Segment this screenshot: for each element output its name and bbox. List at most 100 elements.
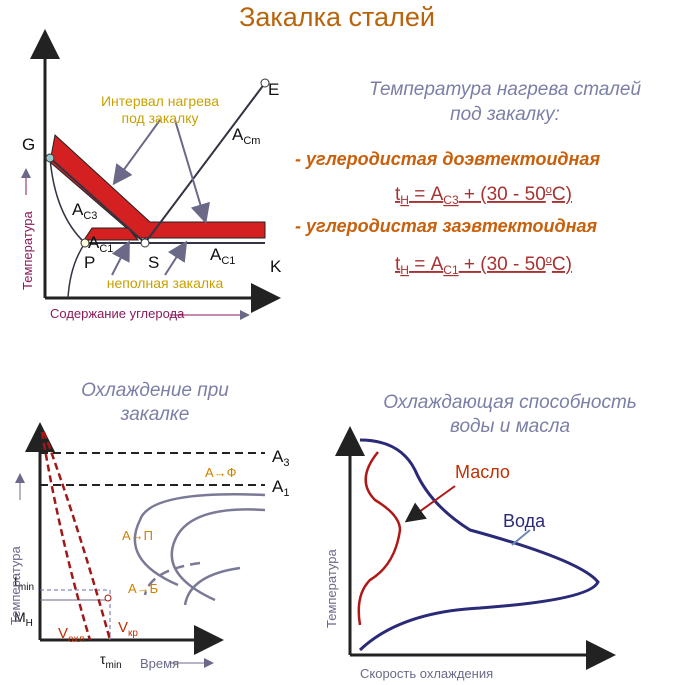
cooling-diagram: [15, 422, 266, 668]
c-curve: [133, 493, 266, 587]
a3-sub: 3: [283, 457, 289, 469]
transform-label: А→Б: [128, 581, 158, 596]
y-axis-label: Температура: [8, 545, 23, 625]
t-min: t: [14, 573, 18, 589]
tau-min-sub: min: [106, 660, 122, 671]
f: Н: [400, 193, 409, 207]
x-axis-label: Время: [140, 656, 179, 671]
f: о: [546, 184, 552, 196]
heading: Охлаждающая способность: [383, 392, 637, 413]
v-kr-curve: [42, 431, 112, 641]
arrow: [404, 485, 456, 523]
ac1: AC1: [210, 245, 235, 267]
arrow: [511, 529, 531, 546]
f: = A: [409, 184, 444, 205]
media-diagram: [335, 426, 616, 670]
point: [104, 594, 112, 602]
v-ohl-curve: [40, 431, 92, 641]
heading: закалке: [120, 404, 190, 425]
water-curve: [358, 438, 600, 652]
m-n: МН: [14, 609, 33, 629]
t-min-sub: min: [18, 582, 34, 593]
ac3-sub: C3: [83, 210, 97, 222]
gp-curve: [49, 157, 86, 244]
f: t: [395, 184, 401, 205]
water-label: Вода: [503, 511, 546, 531]
transform-label: А→Ф: [205, 465, 237, 480]
y-axis-label: Температура: [324, 548, 339, 628]
gs-line: [49, 157, 146, 244]
a3: A: [272, 447, 284, 466]
v-ohl-sub: охл: [68, 634, 84, 645]
v-ohl: V: [58, 625, 68, 642]
phase-diagram: [21, 29, 281, 320]
v-kr-sub: кр: [128, 628, 138, 639]
ac1-sub: C1: [99, 243, 113, 255]
tau-min: τ: [100, 651, 106, 667]
a1: A: [272, 477, 284, 496]
point-label: G: [22, 135, 35, 154]
t-min: tmin: [14, 573, 34, 593]
acm: ACm: [232, 125, 260, 147]
ac3: AC3: [72, 200, 97, 222]
point-label: P: [84, 253, 95, 272]
solvus: [67, 242, 86, 299]
v-kr: V: [118, 619, 128, 636]
c-curve: [170, 508, 266, 602]
se-line: [144, 82, 266, 244]
heading: Температура нагрева сталей: [369, 79, 641, 100]
heading: Охлаждение при: [81, 380, 229, 401]
arrow: [164, 240, 188, 276]
title: Закалка сталей: [239, 2, 435, 32]
f: Н: [400, 263, 409, 277]
f: + (30 - 50: [459, 184, 546, 205]
ac1: A: [210, 245, 222, 264]
m-n: М: [14, 609, 26, 625]
ac3: A: [72, 200, 84, 219]
f: о: [546, 254, 552, 266]
tau-min: τmin: [100, 651, 122, 671]
oil-curve: [357, 451, 402, 626]
m-n-sub: Н: [26, 618, 33, 629]
point: [260, 78, 270, 88]
f: С): [552, 184, 572, 205]
c-curve: [143, 561, 201, 596]
item: - углеродистая заэвтектоидная: [295, 216, 598, 236]
heading: воды и масла: [450, 416, 570, 437]
point: [80, 238, 90, 248]
partial-band: [83, 227, 140, 241]
arrow: [112, 119, 161, 186]
f: C3: [443, 193, 459, 207]
point: [140, 238, 150, 248]
formula: tН = AC1 + (30 - 50оС): [395, 254, 572, 277]
formula: tН = AC3 + (30 - 50оС): [395, 184, 572, 207]
callout: неполная закалка: [107, 275, 224, 291]
x-axis-label: Скорость охлаждения: [360, 666, 493, 681]
callout: Интервал нагрева: [101, 93, 219, 109]
y-axis-label: Температура: [20, 210, 35, 290]
f: = A: [409, 254, 444, 275]
item: - углеродистая доэвтектоидная: [295, 149, 600, 169]
point-label: S: [148, 253, 159, 272]
arrow: [174, 119, 210, 224]
f: t: [395, 254, 401, 275]
point-label: E: [268, 80, 279, 99]
f: C1: [443, 263, 459, 277]
f: С): [552, 254, 572, 275]
f: + (30 - 50: [459, 254, 546, 275]
a1: A1: [272, 477, 289, 499]
point: [45, 153, 55, 163]
callout: под закалку: [122, 110, 199, 126]
v-ohl: Vохл: [58, 625, 84, 645]
v-kr: Vкр: [118, 619, 138, 639]
point-label: K: [270, 257, 282, 276]
tmin-line: [40, 589, 111, 640]
c-curve: [183, 566, 241, 606]
heading: под закалку:: [450, 104, 560, 125]
acm: A: [232, 125, 244, 144]
arrow: [111, 240, 130, 276]
ac1: A: [88, 233, 100, 252]
ac1-sub: C1: [221, 255, 235, 267]
transform-label: А→П: [122, 528, 153, 543]
